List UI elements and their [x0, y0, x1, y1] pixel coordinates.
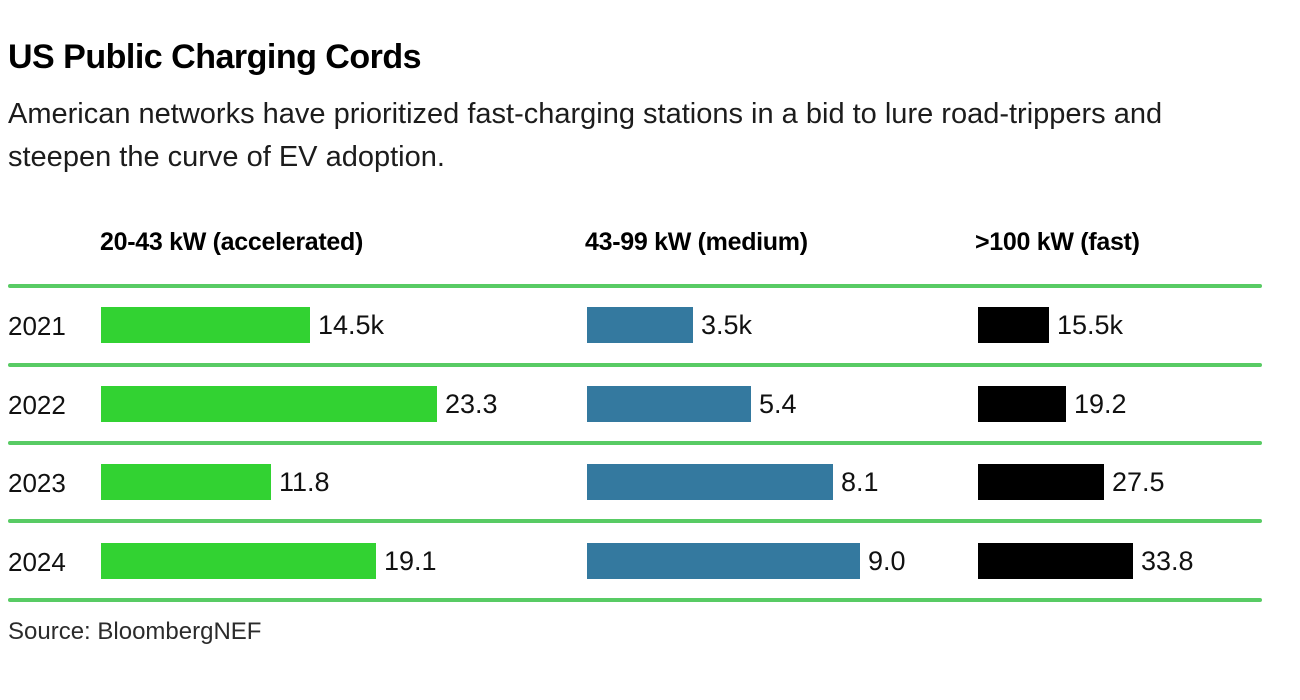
bar-fast-2023: [978, 464, 1104, 500]
bar-group: 33.8: [978, 543, 1194, 579]
row-divider: [8, 519, 1262, 523]
bar-fast-2024: [978, 543, 1133, 579]
bar-group: 27.5: [978, 464, 1165, 500]
bar-accelerated-2023: [101, 464, 271, 500]
bar-value-label: 8.1: [841, 466, 879, 497]
chart-title: US Public Charging Cords: [8, 38, 422, 76]
bar-value-label: 19.2: [1074, 388, 1127, 419]
bar-group: 8.1: [587, 464, 879, 500]
year-label-2023: 2023: [8, 468, 66, 498]
bar-group: 23.3: [101, 386, 498, 422]
bar-medium-2022: [587, 386, 751, 422]
row-divider: [8, 598, 1262, 602]
bar-group: 19.2: [978, 386, 1127, 422]
bar-group: 5.4: [587, 386, 797, 422]
bar-fast-2021: [978, 307, 1049, 343]
bar-group: 11.8: [101, 464, 330, 500]
bar-medium-2023: [587, 464, 833, 500]
bar-value-label: 11.8: [279, 466, 330, 497]
row-divider: [8, 284, 1262, 288]
column-header-medium: 43-99 kW (medium): [585, 228, 808, 256]
bar-medium-2024: [587, 543, 860, 579]
bar-group: 19.1: [101, 543, 437, 579]
column-header-accelerated: 20-43 kW (accelerated): [100, 228, 363, 256]
bar-value-label: 3.5k: [701, 309, 753, 340]
bar-value-label: 14.5k: [318, 309, 385, 340]
bar-value-label: 15.5k: [1057, 309, 1124, 340]
year-label-2021: 2021: [8, 311, 66, 341]
bar-medium-2021: [587, 307, 693, 343]
bar-accelerated-2022: [101, 386, 437, 422]
bar-group: 9.0: [587, 543, 906, 579]
bar-fast-2022: [978, 386, 1066, 422]
bar-value-label: 33.8: [1141, 545, 1194, 576]
bar-value-label: 5.4: [759, 388, 797, 419]
bar-group: 3.5k: [587, 307, 752, 343]
bar-group: 14.5k: [101, 307, 384, 343]
row-divider: [8, 441, 1262, 445]
bar-value-label: 23.3: [445, 388, 498, 419]
source-attribution: Source: BloombergNEF: [8, 618, 262, 645]
bar-value-label: 27.5: [1112, 466, 1165, 497]
year-label-2024: 2024: [8, 547, 66, 577]
chart-subtitle: American networks have prioritized fast-…: [8, 98, 1163, 173]
bar-value-label: 9.0: [868, 545, 906, 576]
bar-value-label: 19.1: [384, 545, 437, 576]
column-header-fast: >100 kW (fast): [975, 228, 1140, 256]
bar-group: 15.5k: [978, 307, 1123, 343]
bar-accelerated-2024: [101, 543, 376, 579]
year-label-2022: 2022: [8, 390, 66, 420]
row-divider: [8, 363, 1262, 367]
bar-accelerated-2021: [101, 307, 310, 343]
